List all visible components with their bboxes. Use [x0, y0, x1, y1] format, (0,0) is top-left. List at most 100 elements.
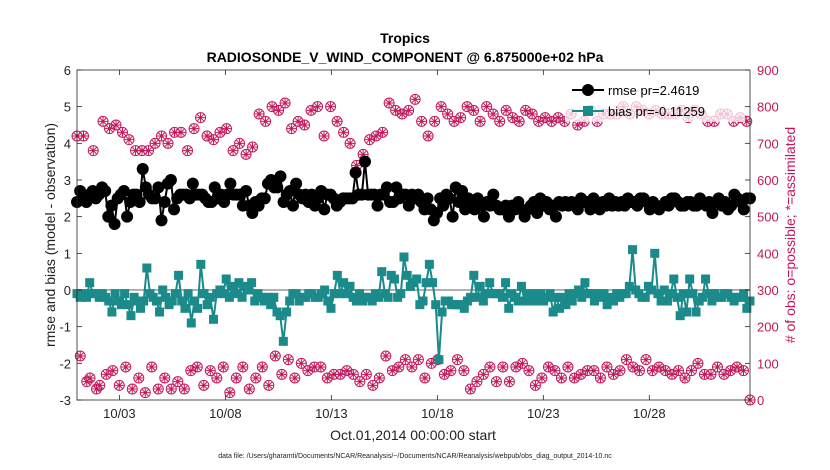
point-obs-assimilated [293, 116, 303, 126]
point-obs-assimilated [79, 131, 89, 141]
point-obs-assimilated [225, 388, 235, 398]
point-rmse [443, 192, 456, 205]
point-obs-possible [633, 365, 645, 377]
point-obs-assimilated [254, 109, 264, 119]
point-obs-possible [711, 361, 723, 373]
point-obs-possible [484, 361, 496, 373]
point-obs-possible [237, 361, 249, 373]
point-obs-assimilated [680, 373, 690, 383]
point-obs-assimilated [449, 116, 459, 126]
point-obs-assimilated [118, 127, 128, 137]
point-obs-assimilated [111, 120, 121, 130]
point-obs-possible [152, 383, 164, 395]
point-obs-assimilated [241, 149, 251, 159]
series-bias [72, 245, 755, 365]
point-bias [82, 292, 92, 302]
point-rmse [421, 192, 434, 205]
point-obs-possible [373, 372, 385, 384]
point-obs-possible [438, 368, 450, 380]
point-obs-possible [156, 130, 168, 142]
point-rmse [706, 207, 719, 219]
point-obs-possible [120, 361, 132, 373]
point-obs-assimilated [85, 373, 95, 383]
point-obs-possible [282, 354, 294, 366]
point-bias [482, 289, 492, 299]
point-obs-assimilated [348, 369, 358, 379]
point-obs-assimilated [488, 109, 498, 119]
point-bias [158, 285, 168, 295]
point-obs-possible [243, 383, 255, 395]
point-obs-assimilated [287, 124, 297, 134]
legend-bias-marker [583, 106, 593, 116]
point-obs-possible [594, 372, 606, 384]
point-obs-possible [737, 365, 749, 377]
point-bias [123, 300, 133, 310]
point-obs-possible [321, 372, 333, 384]
point-obs-assimilated [540, 113, 550, 123]
point-bias [421, 278, 431, 288]
point-obs-assimilated [400, 355, 410, 365]
point-bias [418, 296, 428, 306]
point-obs-assimilated [274, 105, 284, 115]
point-obs-possible [250, 372, 262, 384]
point-bias [205, 292, 215, 302]
point-obs-possible [679, 372, 691, 384]
point-obs-possible [435, 101, 447, 113]
point-obs-possible [724, 365, 736, 377]
plot-area [77, 70, 750, 400]
point-bias [501, 278, 511, 288]
y-tick-label-right: 100 [757, 356, 779, 371]
point-bias [516, 281, 526, 291]
point-obs-assimilated [452, 355, 462, 365]
point-bias [329, 289, 339, 299]
point-obs-assimilated [712, 362, 722, 372]
point-bias [170, 289, 180, 299]
point-bias [231, 289, 241, 299]
point-obs-possible [646, 365, 658, 377]
point-obs-possible [149, 137, 161, 149]
point-obs-possible [464, 383, 476, 395]
point-obs-possible [692, 357, 704, 369]
point-bias [672, 292, 682, 302]
point-obs-assimilated [706, 369, 716, 379]
point-obs-assimilated [478, 369, 488, 379]
point-obs-assimilated [407, 362, 417, 372]
point-obs-possible [620, 354, 632, 366]
point-bias [535, 289, 545, 299]
y-tick-label-right: 600 [757, 173, 779, 188]
point-bias [342, 289, 352, 299]
point-bias [186, 318, 196, 328]
point-obs-possible [568, 372, 580, 384]
point-bias [558, 292, 568, 302]
point-bias [685, 274, 695, 284]
point-rmse [224, 177, 237, 190]
point-obs-possible [182, 145, 194, 157]
point-obs-possible [562, 361, 574, 373]
point-bias [567, 296, 577, 306]
point-obs-assimilated [543, 362, 553, 372]
point-bias [269, 292, 279, 302]
point-rmse [99, 185, 112, 197]
y-tick-label-right: 400 [757, 246, 779, 261]
point-obs-possible [552, 112, 564, 124]
point-bias [291, 289, 301, 299]
point-bias [653, 289, 663, 299]
point-rmse [271, 181, 284, 194]
point-bias [402, 270, 412, 280]
point-obs-possible [81, 376, 93, 388]
point-obs-possible [110, 119, 122, 131]
legend-rmse-marker [582, 84, 594, 96]
point-bias [561, 300, 571, 310]
point-rmse [371, 199, 384, 212]
point-bias [551, 292, 561, 302]
point-bias [193, 303, 203, 313]
point-obs-possible [640, 354, 652, 366]
point-obs-possible [344, 137, 356, 149]
point-obs-assimilated [114, 380, 124, 390]
point-obs-possible [429, 115, 441, 127]
point-rmse [133, 196, 146, 208]
point-obs-assimilated [634, 366, 644, 376]
point-obs-possible [221, 123, 233, 135]
point-bias [586, 289, 596, 299]
y-tick-label-left: 3 [64, 173, 71, 188]
